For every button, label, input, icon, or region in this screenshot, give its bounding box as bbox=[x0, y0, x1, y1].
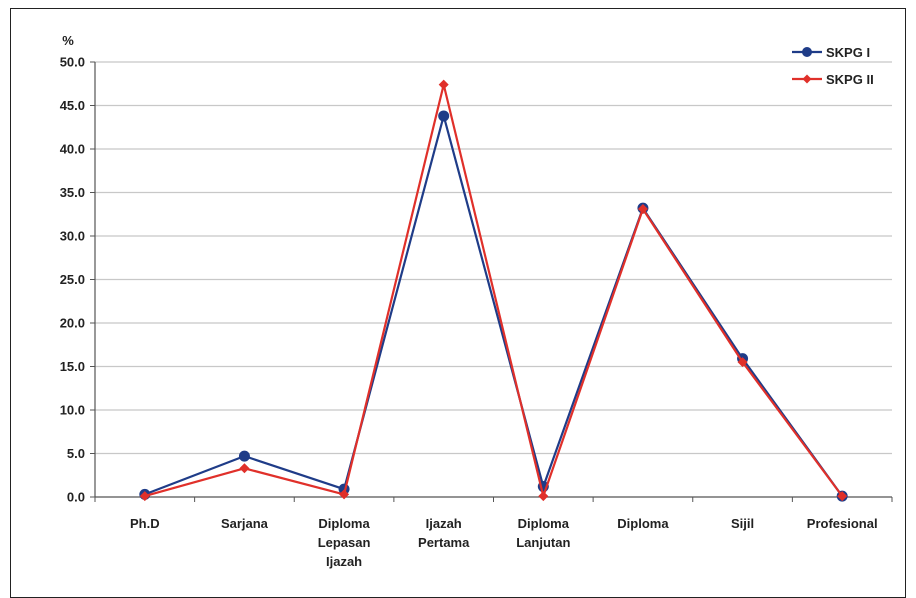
data-point-series-1 bbox=[238, 450, 250, 462]
x-tick-label: Diploma Lanjutan bbox=[516, 516, 570, 550]
y-tick-label: 20.0 bbox=[60, 316, 85, 331]
axes: 0.0 5.0 10.0 15.0 20.0 25.0 30.0 35.0 40.0 45.0 50… bbox=[60, 33, 893, 569]
data-point-series-2 bbox=[538, 491, 549, 502]
data-point-series-2 bbox=[837, 491, 848, 502]
data-point-series-2 bbox=[438, 79, 449, 90]
series-line-1 bbox=[144, 114, 844, 497]
legend-label-2: SKPG II bbox=[826, 72, 874, 87]
y-tick-label: 50.0 bbox=[60, 55, 85, 70]
x-tick-label: Ph.D bbox=[130, 516, 160, 531]
y-tick-label: 10.0 bbox=[60, 403, 85, 418]
x-tick-label: Profesional bbox=[807, 516, 878, 531]
data-point-series-1 bbox=[438, 110, 450, 122]
x-tick-label: Diploma Lepasan Ijazah bbox=[318, 516, 371, 569]
y-tick-label: 0.0 bbox=[67, 490, 85, 505]
legend: SKPG I SKPG II bbox=[792, 45, 874, 87]
legend-marker-1 bbox=[802, 47, 812, 57]
y-tick-label: 40.0 bbox=[60, 142, 85, 157]
x-tick-label: Sarjana bbox=[221, 516, 269, 531]
grid-lines bbox=[95, 61, 892, 455]
chart-frame bbox=[10, 8, 906, 598]
y-tick-label: 15.0 bbox=[60, 359, 85, 374]
data-point-series-2 bbox=[139, 491, 150, 502]
x-tick-label: Diploma bbox=[617, 516, 669, 531]
y-tick-label: 35.0 bbox=[60, 185, 85, 200]
series bbox=[139, 79, 848, 502]
y-tick-label: 25.0 bbox=[60, 272, 85, 287]
y-tick-label: 45.0 bbox=[60, 98, 85, 113]
data-point-series-2 bbox=[239, 463, 250, 474]
legend-label-1: SKPG I bbox=[826, 45, 870, 60]
legend-marker-2 bbox=[802, 74, 812, 84]
data-point-series-2 bbox=[339, 489, 350, 500]
y-tick-label: 5.0 bbox=[67, 446, 85, 461]
y-tick-label: 30.0 bbox=[60, 229, 85, 244]
data-point-series-2 bbox=[737, 357, 748, 368]
series-line-2 bbox=[144, 83, 844, 498]
data-point-series-2 bbox=[637, 204, 648, 215]
x-tick-label: Ijazah Pertama bbox=[418, 516, 470, 550]
x-tick-label: Sijil bbox=[731, 516, 754, 531]
y-axis-unit-label: % bbox=[62, 33, 74, 48]
